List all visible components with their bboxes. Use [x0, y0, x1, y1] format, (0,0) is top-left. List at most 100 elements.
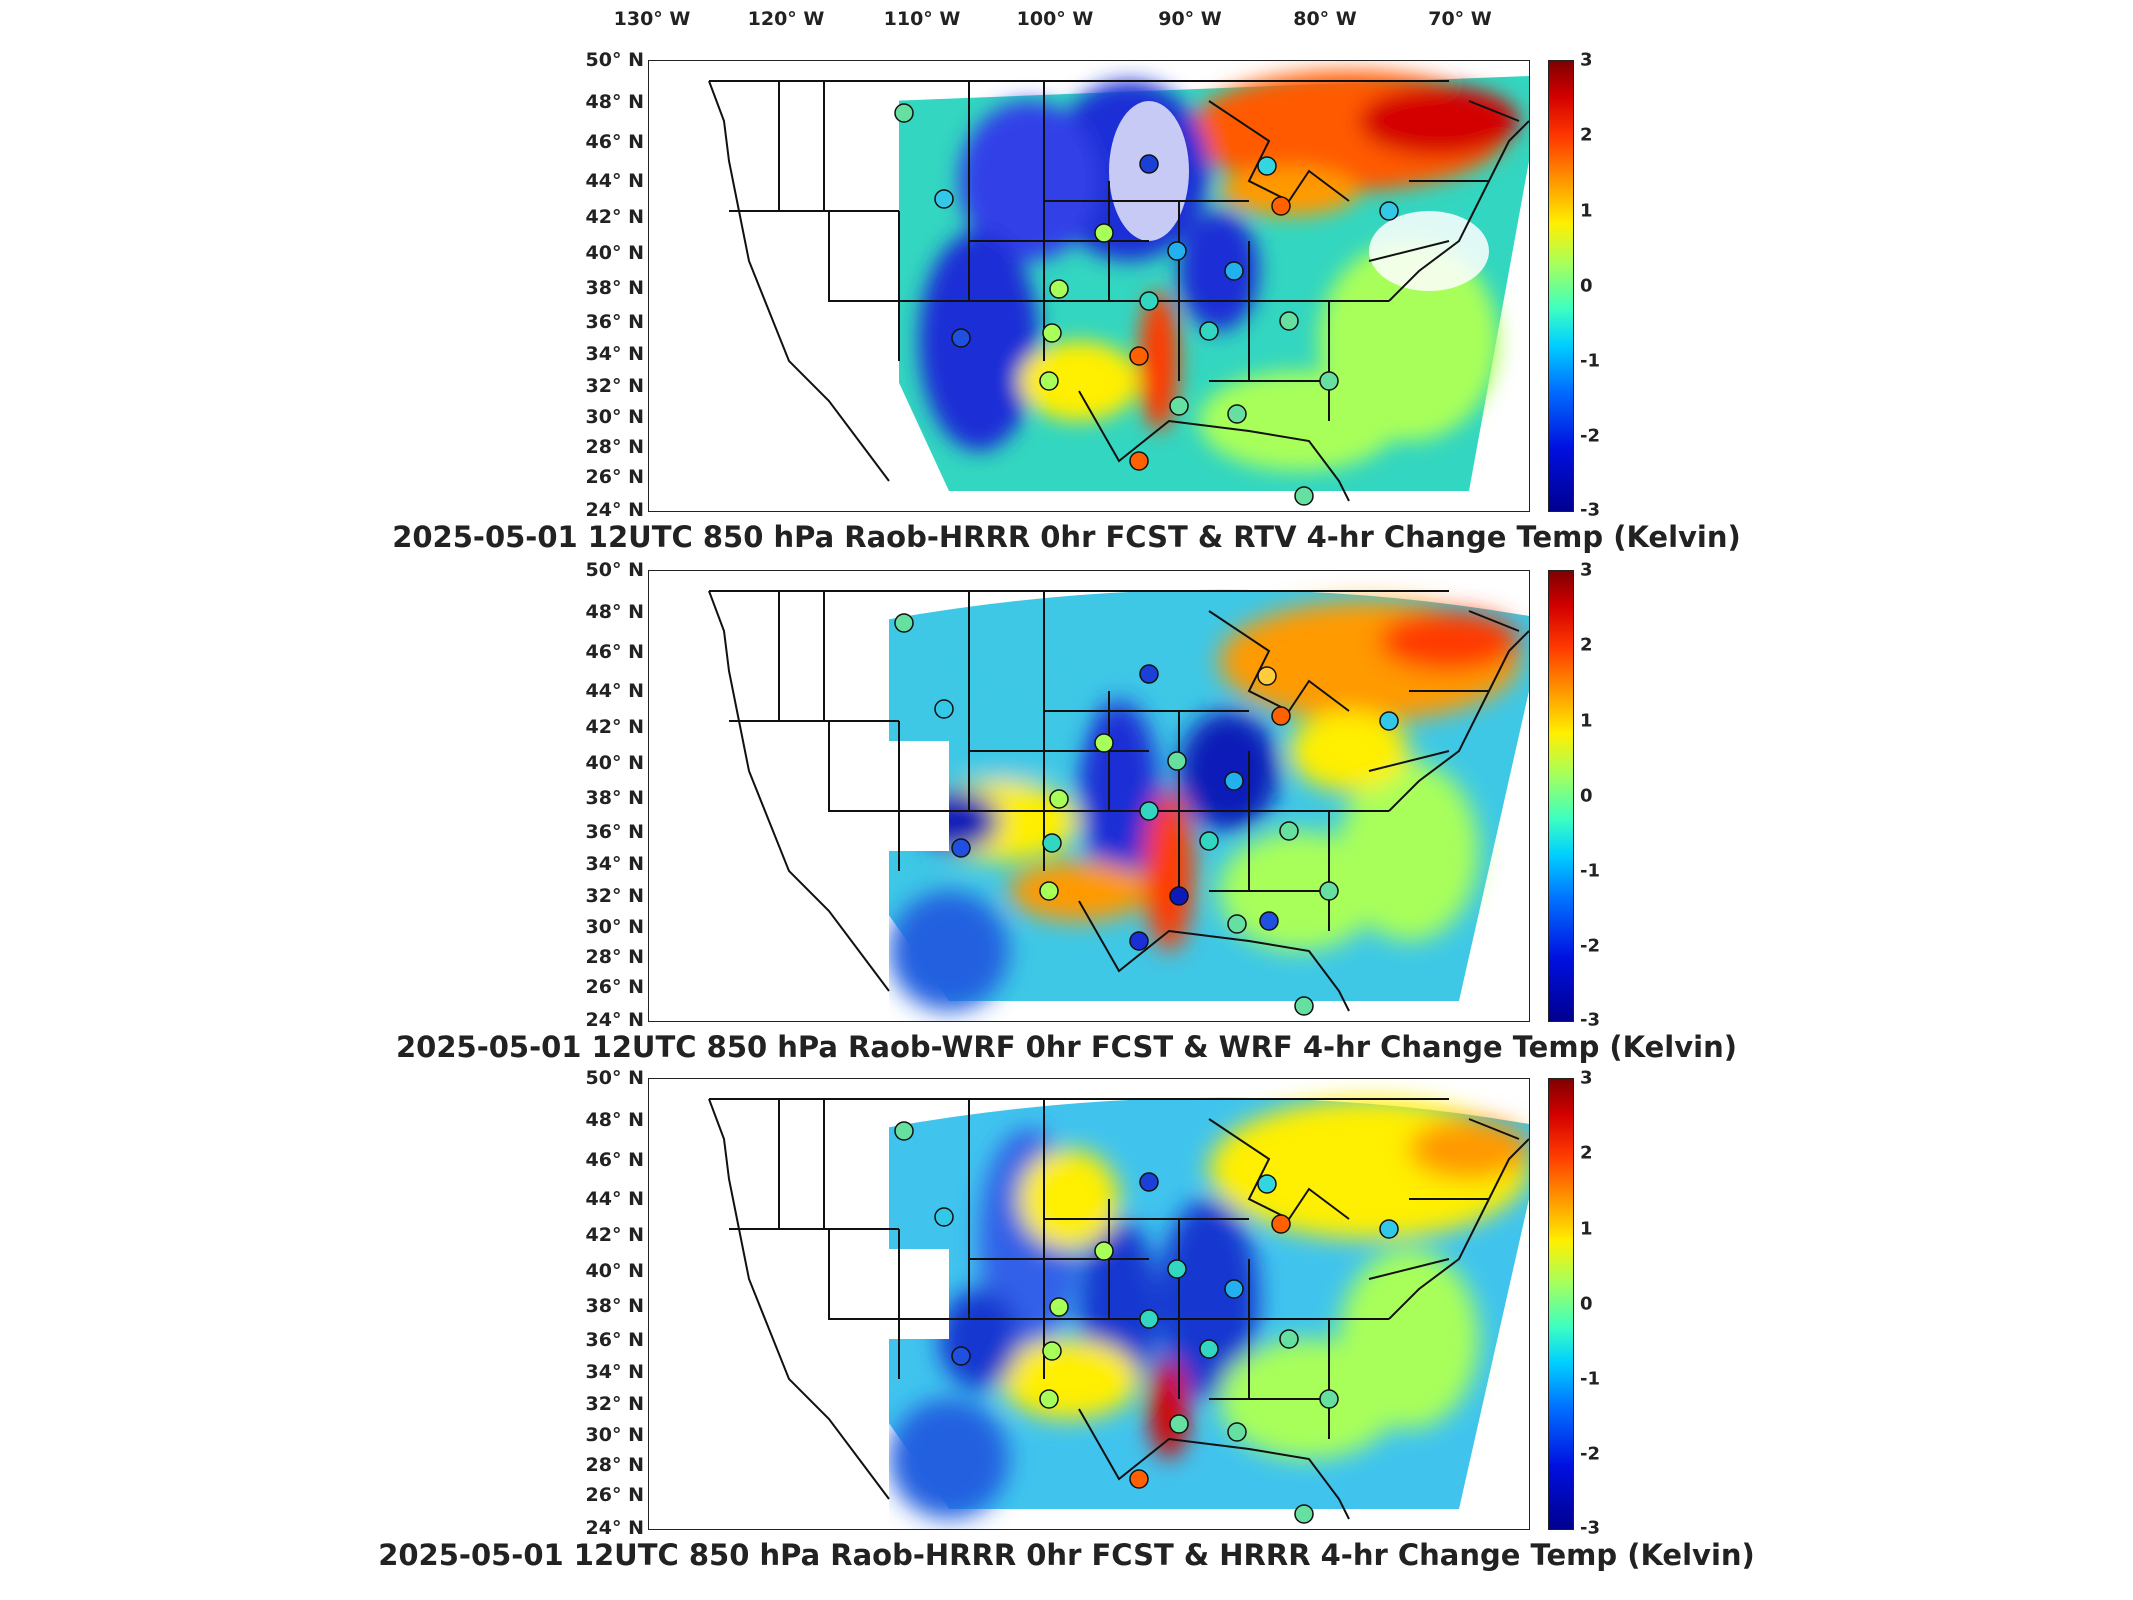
- colorbar-tick: 1: [1580, 200, 1593, 222]
- longitude-axis-labels: 130° W 120° W 110° W 100° W 90° W 80° W …: [0, 0, 2133, 40]
- lat-label: 40° N: [585, 1260, 644, 1282]
- latitude-axis-labels: 50° N 48° N 46° N 44° N 42° N 40° N 38° …: [560, 559, 644, 1031]
- lat-label: 50° N: [585, 1067, 644, 1089]
- lat-label: 36° N: [585, 1329, 644, 1351]
- lat-label: 36° N: [585, 821, 644, 843]
- colorbar: [1548, 1078, 1574, 1530]
- colorbar-tick: -1: [1580, 860, 1600, 882]
- colorbar: [1548, 570, 1574, 1022]
- map-borders: [708, 590, 1529, 1012]
- colorbar-tick: -1: [1580, 1368, 1600, 1390]
- lon-label: 130° W: [613, 8, 691, 30]
- lat-label: 44° N: [585, 170, 644, 192]
- temperature-change-map: [649, 1079, 1529, 1529]
- lon-label: 90° W: [1158, 8, 1222, 30]
- lat-label: 48° N: [585, 91, 644, 113]
- lat-label: 38° N: [585, 787, 644, 809]
- raob-stations: [894, 613, 1399, 1016]
- lat-label: 26° N: [585, 976, 644, 998]
- colorbar-tick-labels: 3 2 1 0 -1 -2 -3: [1580, 1068, 1620, 1539]
- raob-stations: [894, 103, 1399, 506]
- lat-label: 34° N: [585, 853, 644, 875]
- lat-label: 30° N: [585, 1424, 644, 1446]
- panel-title: 2025-05-01 12UTC 850 hPa Raob-WRF 0hr FC…: [395, 1030, 1737, 1064]
- colorbar-tick: 1: [1580, 1218, 1593, 1240]
- lon-label: 110° W: [883, 8, 961, 30]
- lat-label: 24° N: [585, 499, 644, 521]
- lat-label: 28° N: [585, 946, 644, 968]
- lat-label: 32° N: [585, 375, 644, 397]
- colorbar-tick: -3: [1580, 499, 1600, 521]
- lat-label: 24° N: [585, 1517, 644, 1539]
- lon-label: 70° W: [1428, 8, 1492, 30]
- lat-label: 30° N: [585, 406, 644, 428]
- lat-label: 36° N: [585, 311, 644, 333]
- colorbar-tick: 0: [1580, 275, 1593, 297]
- map-frame: [648, 60, 1530, 512]
- lat-label: 28° N: [585, 1454, 644, 1476]
- colorbar-tick: 2: [1580, 124, 1593, 146]
- lat-label: 48° N: [585, 601, 644, 623]
- lat-label: 30° N: [585, 916, 644, 938]
- colorbar-tick: 1: [1580, 710, 1593, 732]
- lat-label: 44° N: [585, 680, 644, 702]
- temperature-change-map: [649, 61, 1529, 511]
- lat-label: 24° N: [585, 1009, 644, 1031]
- lat-label: 50° N: [585, 559, 644, 581]
- colorbar-tick: 0: [1580, 1293, 1593, 1315]
- lat-label: 50° N: [585, 49, 644, 71]
- panel-title: 2025-05-01 12UTC 850 hPa Raob-HRRR 0hr F…: [392, 520, 1741, 554]
- lat-label: 32° N: [585, 885, 644, 907]
- lat-label: 40° N: [585, 752, 644, 774]
- colorbar-tick: -3: [1580, 1009, 1600, 1031]
- colorbar-tick: 3: [1580, 1067, 1593, 1089]
- lat-label: 34° N: [585, 1361, 644, 1383]
- lat-label: 38° N: [585, 277, 644, 299]
- lat-label: 48° N: [585, 1109, 644, 1131]
- lat-label: 46° N: [585, 1149, 644, 1171]
- lat-label: 46° N: [585, 641, 644, 663]
- colorbar-tick: 2: [1580, 1142, 1593, 1164]
- map-frame: [648, 570, 1530, 1022]
- lat-label: 42° N: [585, 206, 644, 228]
- map-panel-2: 50° N 48° N 46° N 44° N 42° N 40° N 38° …: [0, 552, 2133, 1064]
- map-borders: [708, 1098, 1529, 1520]
- lat-label: 26° N: [585, 466, 644, 488]
- lat-label: 34° N: [585, 343, 644, 365]
- map-frame: [648, 1078, 1530, 1530]
- map-borders: [708, 80, 1529, 502]
- temperature-field: [649, 61, 1529, 511]
- raob-stations: [894, 1121, 1399, 1524]
- colorbar-tick: -2: [1580, 425, 1600, 447]
- colorbar-tick: 0: [1580, 785, 1593, 807]
- latitude-axis-labels: 50° N 48° N 46° N 44° N 42° N 40° N 38° …: [560, 49, 644, 521]
- temperature-change-map: [649, 571, 1529, 1021]
- lat-label: 42° N: [585, 1224, 644, 1246]
- colorbar-tick-labels: 3 2 1 0 -1 -2 -3: [1580, 50, 1620, 521]
- lat-label: 32° N: [585, 1393, 644, 1415]
- lat-label: 38° N: [585, 1295, 644, 1317]
- lon-label: 80° W: [1293, 8, 1357, 30]
- lat-label: 42° N: [585, 716, 644, 738]
- lat-label: 26° N: [585, 1484, 644, 1506]
- colorbar-tick: -3: [1580, 1517, 1600, 1539]
- temperature-field: [649, 571, 1529, 1021]
- colorbar-tick: -2: [1580, 1443, 1600, 1465]
- lon-label: 120° W: [747, 8, 825, 30]
- colorbar-tick: -1: [1580, 350, 1600, 372]
- lon-label: 100° W: [1016, 8, 1094, 30]
- lat-label: 44° N: [585, 1188, 644, 1210]
- latitude-axis-labels: 50° N 48° N 46° N 44° N 42° N 40° N 38° …: [560, 1067, 644, 1539]
- colorbar-tick-labels: 3 2 1 0 -1 -2 -3: [1580, 560, 1620, 1031]
- colorbar-tick: -2: [1580, 935, 1600, 957]
- temperature-field: [649, 1079, 1529, 1529]
- map-panel-3: 50° N 48° N 46° N 44° N 42° N 40° N 38° …: [0, 1060, 2133, 1572]
- colorbar-tick: 3: [1580, 559, 1593, 581]
- panel-title: 2025-05-01 12UTC 850 hPa Raob-HRRR 0hr F…: [378, 1538, 1755, 1572]
- lat-label: 40° N: [585, 242, 644, 264]
- colorbar-tick: 3: [1580, 49, 1593, 71]
- colorbar: [1548, 60, 1574, 512]
- map-panel-1: 50° N 48° N 46° N 44° N 42° N 40° N 38° …: [0, 42, 2133, 554]
- colorbar-tick: 2: [1580, 634, 1593, 656]
- lat-label: 28° N: [585, 436, 644, 458]
